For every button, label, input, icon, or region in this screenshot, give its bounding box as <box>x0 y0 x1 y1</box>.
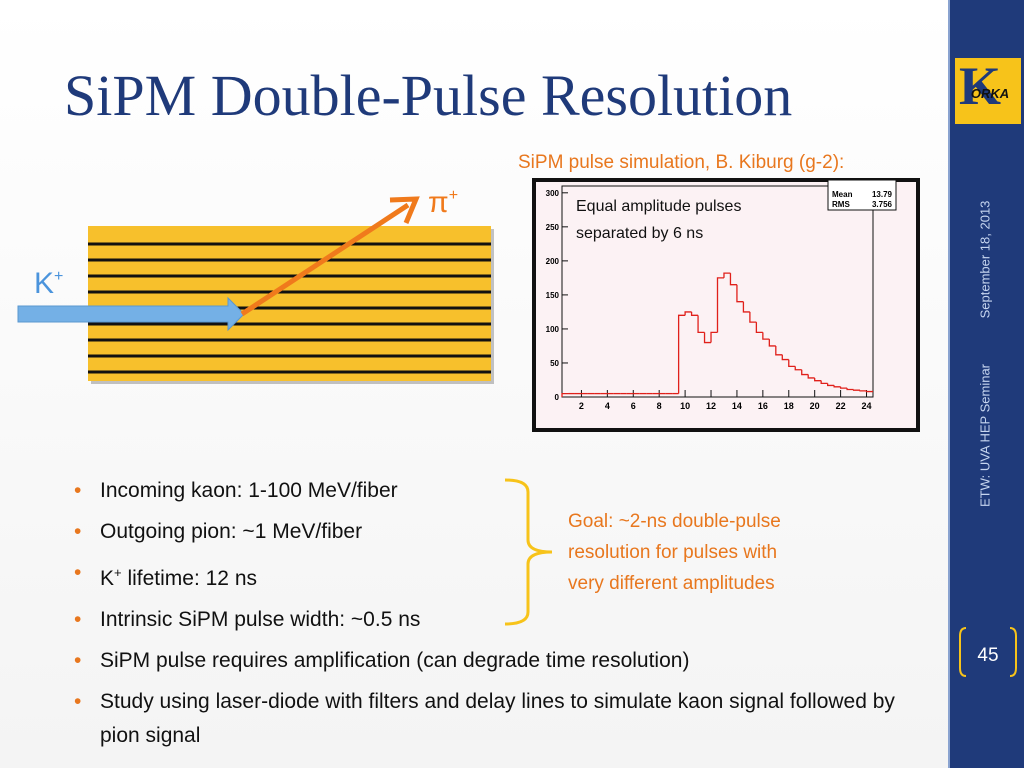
histogram-bin <box>833 385 841 388</box>
y-tick-label: 50 <box>550 359 559 368</box>
histogram-bin <box>807 374 815 379</box>
bullet: Outgoing pion: ~1 MeV/fiber <box>74 515 894 549</box>
x-tick-label: 16 <box>758 401 768 411</box>
bullet: Intrinsic SiPM pulse width: ~0.5 ns <box>74 603 894 637</box>
histogram-bin <box>716 277 724 333</box>
histogram-bin <box>859 390 867 392</box>
page-bracket <box>1009 627 1017 677</box>
goal: Goal: ~2-ns double-pulse resolution for … <box>568 506 781 599</box>
annotation: Equal amplitude pulses <box>576 198 741 215</box>
x-tick-label: 12 <box>706 401 716 411</box>
y-tick-label: 250 <box>546 223 560 232</box>
pion-arrow <box>240 202 410 317</box>
histogram-bin <box>820 380 828 385</box>
histogram-bin <box>826 383 835 387</box>
stats-value: 13.79 <box>872 190 893 199</box>
stats-value: 3.756 <box>872 200 893 209</box>
histogram-bin <box>852 389 861 391</box>
histogram-bin <box>788 359 796 368</box>
bullet: Incoming kaon: 1-100 MeV/fiber <box>74 474 894 508</box>
x-tick-label: 20 <box>810 401 820 411</box>
x-tick-label: 8 <box>657 401 662 411</box>
bullet: Study using laser-diode with filters and… <box>74 685 900 753</box>
histogram-bin <box>703 332 712 344</box>
histogram-bin <box>801 369 809 376</box>
page-bracket <box>959 627 967 677</box>
bullet-part: K <box>100 567 115 590</box>
kaon-arrow <box>17 296 245 332</box>
histogram-bin <box>755 322 763 333</box>
annotation: separated by 6 ns <box>576 225 703 242</box>
bullet-list: Incoming kaon: 1-100 MeV/fiber Outgoing … <box>74 474 895 760</box>
bullet-sup: + <box>114 565 122 580</box>
histogram-bin <box>775 345 783 356</box>
logo-text: ORKA <box>971 86 1009 101</box>
goal-line: Goal: ~2-ns double-pulse <box>568 511 781 532</box>
histogram-panel <box>532 178 920 432</box>
stats-label: RMS <box>832 200 850 209</box>
pion-label: π+ <box>428 186 458 219</box>
kaon-label: K+ <box>34 267 63 300</box>
histogram-bin <box>677 314 686 394</box>
histogram-bin <box>723 272 731 278</box>
goal-line: resolution for pulses with <box>568 542 778 563</box>
histogram-bin <box>684 311 692 316</box>
x-tick-label: 10 <box>680 401 690 411</box>
y-tick-label: 0 <box>555 393 560 402</box>
logo-bg <box>955 58 1021 124</box>
histogram-bin <box>710 331 718 343</box>
histogram-bin <box>561 392 569 397</box>
histogram-bin <box>690 311 699 316</box>
histogram-bin <box>846 388 854 391</box>
page-number: 45 <box>977 645 998 666</box>
bullet: SiPM pulse requires amplification (can d… <box>74 644 894 678</box>
y-tick-label: 300 <box>546 189 560 198</box>
histogram-bin <box>742 301 750 313</box>
histogram-bin <box>749 311 757 323</box>
goal-line: very different amplitudes <box>568 573 775 594</box>
pion-arrowhead <box>389 196 420 224</box>
histogram-bin <box>839 386 848 389</box>
y-tick-label: 100 <box>546 325 560 334</box>
stats-box <box>827 179 897 211</box>
x-tick-label: 2 <box>579 401 584 411</box>
x-tick-label: 18 <box>784 401 794 411</box>
histogram-bin <box>768 339 776 347</box>
title: SiPM Double-Pulse Resolution <box>64 63 793 128</box>
x-tick-label: 24 <box>862 401 872 411</box>
x-tick-label: 14 <box>732 401 742 411</box>
histogram-bin <box>794 366 802 371</box>
histogram-bin <box>736 284 744 303</box>
histogram-bin <box>814 377 822 382</box>
histogram-bin <box>762 332 770 340</box>
y-tick-label: 200 <box>546 257 560 266</box>
date: September 18, 2013 <box>977 200 993 319</box>
x-tick-label: 4 <box>605 401 610 411</box>
fiber-block <box>88 226 491 381</box>
figure-caption: SiPM pulse simulation, B. Kiburg (g-2): <box>518 152 845 173</box>
histogram-bin <box>865 390 873 393</box>
y-tick-label: 150 <box>546 291 560 300</box>
x-tick-label: 6 <box>631 401 636 411</box>
bullet: K+ lifetime: 12 ns <box>74 556 894 596</box>
bullet-part: lifetime: 12 ns <box>121 567 258 590</box>
plot-frame <box>561 185 874 398</box>
x-tick-label: 22 <box>836 401 846 411</box>
logo-letter: K <box>959 56 1001 116</box>
histogram-bin <box>697 315 705 333</box>
histogram-bin <box>781 354 789 361</box>
histogram-bin <box>729 273 737 286</box>
fiber-lines <box>88 242 491 374</box>
stats-label: Mean <box>832 190 853 199</box>
event: ETW: UVA HEP Seminar <box>977 363 993 508</box>
